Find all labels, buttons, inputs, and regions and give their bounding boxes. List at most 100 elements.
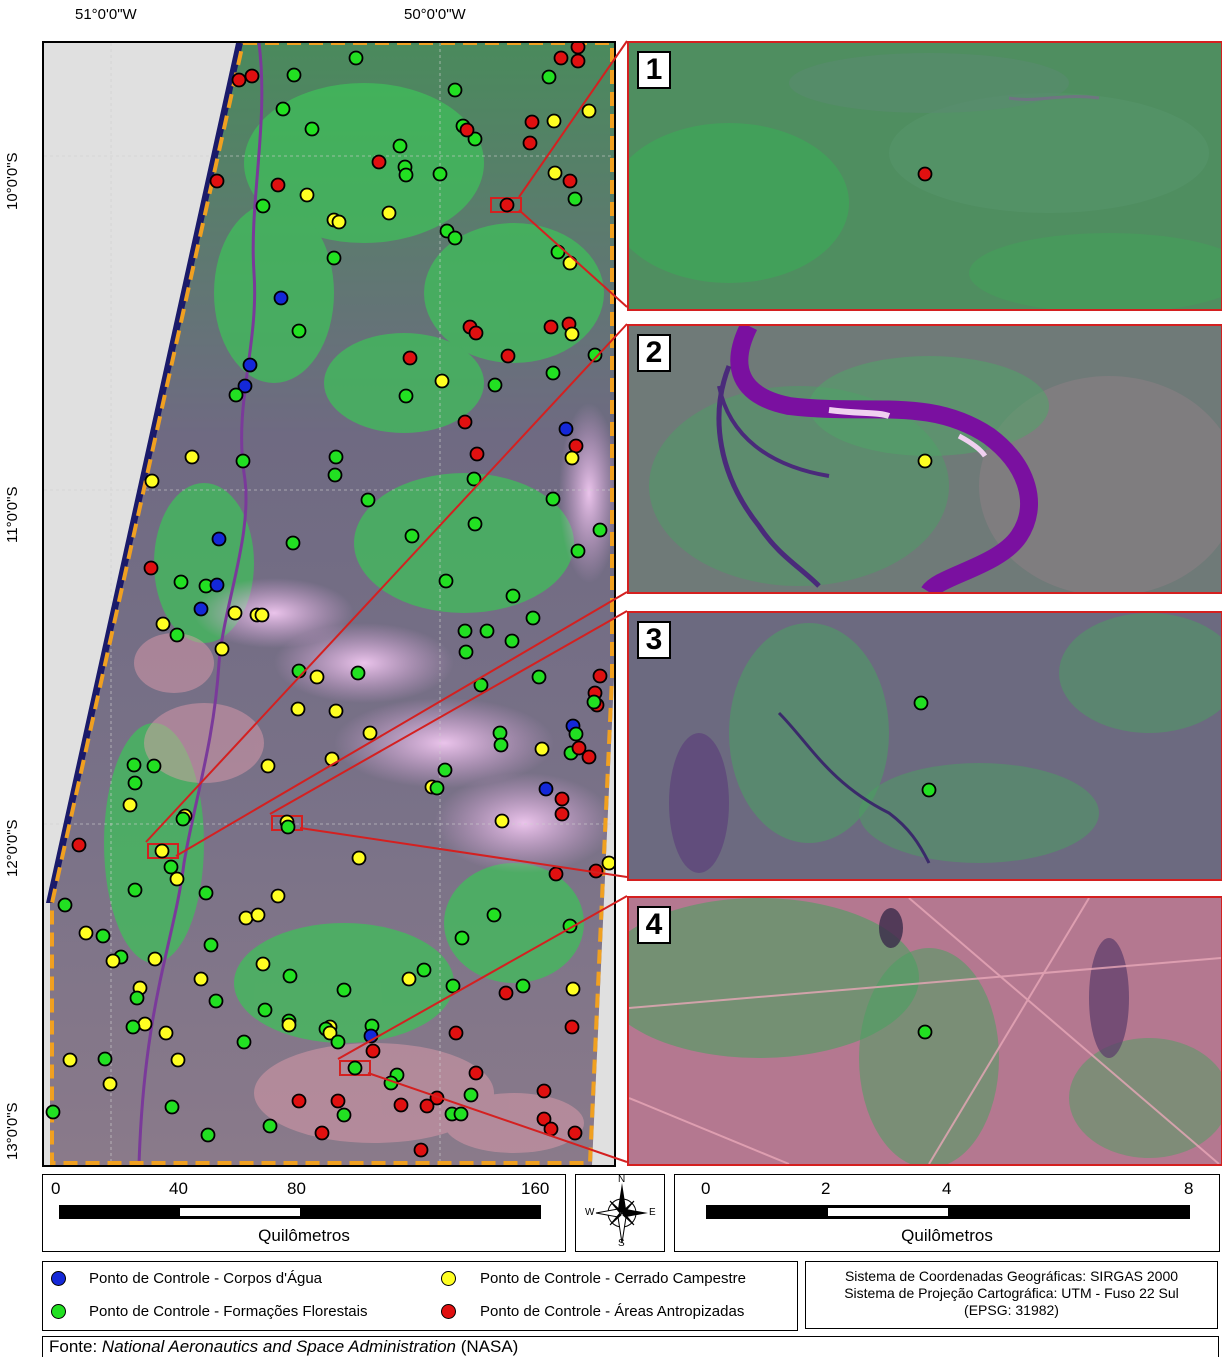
scale-main-tick-40: 40	[169, 1179, 188, 1198]
control-point-florestal	[429, 780, 445, 796]
control-point-antropizada	[468, 1065, 484, 1081]
control-point-cerrado	[105, 953, 121, 969]
control-point-agua	[209, 577, 225, 593]
control-point-agua	[242, 357, 258, 373]
control-point-cerrado	[401, 971, 417, 987]
inset-1-image	[629, 43, 1221, 309]
control-point-cerrado	[193, 971, 209, 987]
control-point-florestal	[454, 930, 470, 946]
control-point-florestal	[567, 191, 583, 207]
control-point-antropizada	[562, 173, 578, 189]
inset-map-3[interactable]: 3	[627, 611, 1222, 881]
control-point-florestal	[416, 962, 432, 978]
inset-4-image	[629, 898, 1221, 1164]
control-point-cerrado	[214, 641, 230, 657]
control-point-cerrado	[322, 1025, 338, 1041]
control-point-florestal	[169, 627, 185, 643]
control-point-cerrado	[78, 925, 94, 941]
control-point-florestal	[531, 669, 547, 685]
control-point-antropizada	[567, 1125, 583, 1141]
control-point-cerrado	[290, 701, 306, 717]
inset-map-4[interactable]: 4	[627, 896, 1222, 1166]
control-point-florestal	[437, 762, 453, 778]
control-point-florestal	[505, 588, 521, 604]
control-point-florestal	[146, 758, 162, 774]
lon-label-east: 50°0'0"W	[404, 6, 466, 23]
control-point-cerrado	[154, 843, 170, 859]
control-point-cerrado	[170, 1052, 186, 1068]
control-point-antropizada	[564, 1019, 580, 1035]
control-point-antropizada	[457, 414, 473, 430]
scale-inset-tick-4: 4	[942, 1179, 952, 1198]
inset-map-2[interactable]: 2	[627, 324, 1222, 594]
legend-antropizada-dot	[441, 1304, 456, 1319]
control-point-antropizada	[524, 114, 540, 130]
control-point-antropizada	[413, 1142, 429, 1158]
control-point-florestal	[45, 1104, 61, 1120]
legend-cerrado-label: Ponto de Controle - Cerrado Campestre	[480, 1270, 746, 1287]
control-point-antropizada	[231, 72, 247, 88]
control-point-florestal	[525, 610, 541, 626]
inset-3-point-a	[913, 695, 929, 711]
control-point-florestal	[236, 1034, 252, 1050]
control-point-florestal	[487, 377, 503, 393]
control-point-antropizada	[365, 1043, 381, 1059]
control-point-florestal	[466, 471, 482, 487]
inset-map-1[interactable]: 1	[627, 41, 1222, 311]
control-point-florestal	[347, 1060, 363, 1076]
legend-antropizada-label: Ponto de Controle - Áreas Antropizadas	[480, 1303, 745, 1320]
main-map[interactable]	[42, 41, 616, 1167]
lon-label-west: 51°0'0"W	[75, 6, 137, 23]
source-credit: Fonte: National Aeronautics and Space Ad…	[42, 1336, 1219, 1357]
control-point-cerrado	[281, 1017, 297, 1033]
control-point-florestal	[255, 198, 271, 214]
inset-1-point	[917, 166, 933, 182]
compass-rose-icon	[595, 1183, 648, 1244]
scale-inset-tick-0: 0	[701, 1179, 711, 1198]
control-point-cerrado	[351, 850, 367, 866]
inset-3-image	[629, 613, 1221, 879]
control-point-antropizada	[402, 350, 418, 366]
control-point-antropizada	[209, 173, 225, 189]
control-point-cerrado	[565, 981, 581, 997]
control-point-cerrado	[546, 113, 562, 129]
control-point-agua	[538, 781, 554, 797]
control-point-agua	[273, 290, 289, 306]
control-point-florestal	[463, 1087, 479, 1103]
legend: Ponto de Controle - Corpos d'Água Ponto …	[42, 1261, 798, 1331]
north-label: N	[618, 1174, 626, 1185]
control-point-antropizada	[244, 68, 260, 84]
control-point-florestal	[404, 528, 420, 544]
control-point-florestal	[568, 726, 584, 742]
control-point-cerrado	[250, 907, 266, 923]
control-point-antropizada	[459, 122, 475, 138]
control-point-florestal	[457, 623, 473, 639]
control-point-agua	[211, 531, 227, 547]
control-point-florestal	[327, 467, 343, 483]
control-point-florestal	[592, 522, 608, 538]
inset-1-label: 1	[637, 51, 671, 89]
control-point-florestal	[262, 1118, 278, 1134]
control-point-antropizada	[419, 1098, 435, 1114]
control-point-antropizada	[393, 1097, 409, 1113]
legend-florestal-label: Ponto de Controle - Formações Florestais	[89, 1303, 368, 1320]
control-point-florestal	[458, 644, 474, 660]
control-point-florestal	[348, 50, 364, 66]
crs-line-1: Sistema de Coordenadas Geográficas: SIRG…	[844, 1268, 1179, 1284]
control-point-cerrado	[547, 165, 563, 181]
control-point-florestal	[125, 1019, 141, 1035]
main-map-image	[44, 43, 614, 1165]
control-point-florestal	[545, 491, 561, 507]
control-point-antropizada	[270, 177, 286, 193]
control-point-florestal	[398, 388, 414, 404]
control-point-antropizada	[468, 325, 484, 341]
crs-line-2: Sistema de Projeção Cartográfica: UTM - …	[844, 1285, 1179, 1301]
control-point-cerrado	[494, 813, 510, 829]
control-point-cerrado	[155, 616, 171, 632]
control-point-florestal	[453, 1106, 469, 1122]
inset-2-point	[917, 453, 933, 469]
control-point-florestal	[285, 535, 301, 551]
control-point-florestal	[97, 1051, 113, 1067]
control-point-florestal	[350, 665, 366, 681]
